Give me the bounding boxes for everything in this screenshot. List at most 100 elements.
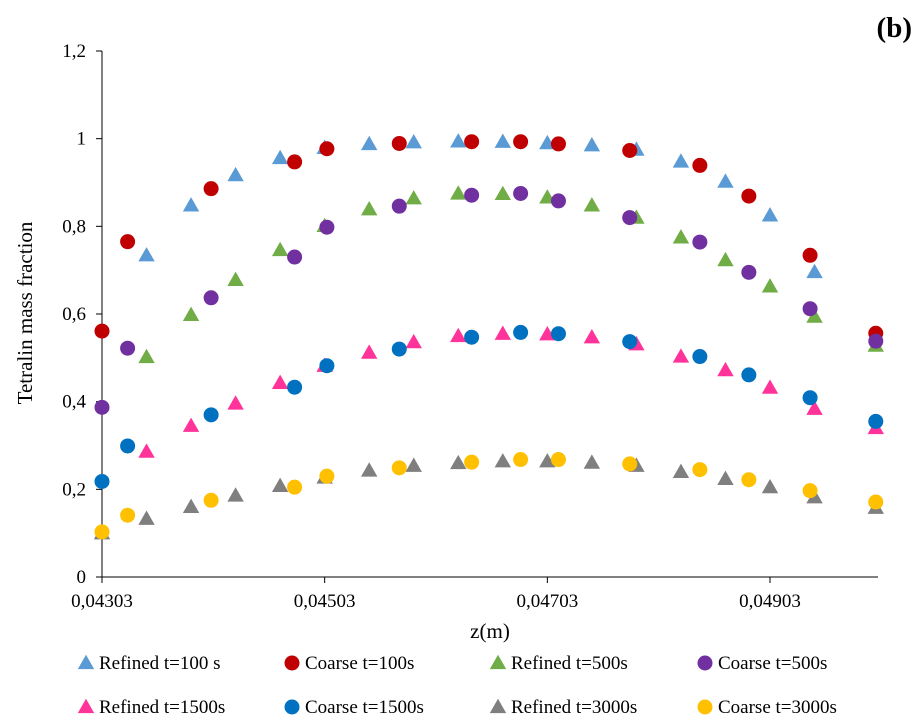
data-point <box>203 407 219 423</box>
data-point <box>761 207 779 222</box>
series-5 <box>94 324 884 489</box>
legend-marker <box>77 654 95 670</box>
data-point <box>203 181 219 197</box>
data-point <box>361 462 378 477</box>
y-tick-label: 0,6 <box>62 304 86 325</box>
data-point <box>802 247 818 263</box>
series-0 <box>138 133 823 279</box>
legend: Refined t=100 s Coarse t=100s Refined t=50… <box>77 653 837 718</box>
data-point <box>672 229 690 244</box>
data-point <box>182 498 200 514</box>
legend-entry: Coarse t=3000s <box>697 697 837 718</box>
data-point <box>717 173 734 188</box>
legend-label: Coarse t=3000s <box>718 697 837 718</box>
data-point <box>464 329 480 345</box>
data-point <box>120 507 136 523</box>
x-tick-label: 0,04703 <box>516 591 578 612</box>
data-point <box>692 349 708 365</box>
legend-entry: Coarse t=100s <box>284 653 414 674</box>
data-point <box>464 454 480 470</box>
data-point <box>672 348 690 363</box>
series-4 <box>138 325 884 458</box>
legend-label: Refined t=3000s <box>511 697 637 718</box>
legend-entry: Coarse t=500s <box>697 653 827 674</box>
data-point <box>138 443 155 458</box>
data-point <box>287 249 303 265</box>
data-point <box>319 219 335 235</box>
legend-label: Refined t=100 s <box>99 653 221 674</box>
data-point <box>513 324 529 340</box>
legend-entry: Refined t=1500s <box>77 697 225 718</box>
data-point <box>450 185 467 200</box>
legend-label: Coarse t=100s <box>305 653 414 674</box>
x-axis-title: z(m) <box>470 619 510 643</box>
data-point <box>227 271 244 286</box>
x-tick-label: 0,04903 <box>739 591 801 612</box>
data-point <box>361 201 378 216</box>
data-point <box>319 358 335 374</box>
data-point <box>550 452 566 468</box>
series-7 <box>94 452 884 540</box>
data-point <box>622 334 638 350</box>
data-point <box>182 417 200 432</box>
data-point <box>717 361 734 377</box>
data-point <box>120 438 136 454</box>
data-point <box>94 473 110 489</box>
data-point <box>741 188 757 204</box>
panel-label: (b) <box>877 12 912 44</box>
data-point <box>227 166 244 182</box>
data-point <box>802 301 818 317</box>
legend-marker <box>77 698 95 714</box>
data-point <box>692 157 708 173</box>
legend-marker <box>284 699 300 715</box>
data-point <box>271 241 289 257</box>
y-tick-label: 1,2 <box>62 41 86 62</box>
legend-marker <box>697 699 713 715</box>
data-point <box>227 487 244 502</box>
data-point <box>622 210 638 226</box>
data-point <box>271 374 289 389</box>
data-point <box>287 379 303 395</box>
data-point <box>182 306 200 322</box>
data-point <box>513 134 529 150</box>
data-point <box>494 185 512 201</box>
data-point <box>513 452 529 468</box>
data-point <box>203 492 219 508</box>
data-point <box>806 263 823 279</box>
legend-marker <box>697 655 713 671</box>
data-point <box>672 463 690 478</box>
data-point <box>450 133 467 148</box>
legend-entry: Refined t=3000s <box>489 697 637 718</box>
data-point <box>622 143 638 159</box>
data-point <box>513 185 529 201</box>
data-point <box>583 329 601 344</box>
data-point <box>138 348 155 364</box>
legend-entry: Coarse t=1500s <box>284 697 424 718</box>
data-point <box>203 290 219 306</box>
data-point <box>692 462 708 478</box>
data-point <box>271 149 289 165</box>
data-point <box>868 413 884 429</box>
data-point <box>802 390 818 406</box>
data-point <box>868 333 884 349</box>
data-point <box>464 134 480 150</box>
data-point <box>138 247 155 262</box>
legend-label: Refined t=1500s <box>99 697 225 718</box>
data-point <box>539 325 556 341</box>
data-point <box>802 483 818 499</box>
data-point <box>622 456 638 472</box>
y-tick-label: 0,2 <box>62 479 86 500</box>
data-point <box>319 468 335 484</box>
legend-entry: Refined t=100 s <box>77 653 221 674</box>
data-point <box>138 510 155 525</box>
y-tick-label: 0,4 <box>62 392 86 413</box>
data-point <box>583 454 601 469</box>
data-point <box>464 187 480 203</box>
data-point <box>361 135 378 151</box>
data-point <box>271 477 289 492</box>
data-point <box>227 395 244 410</box>
data-point <box>550 193 566 209</box>
data-point <box>287 479 303 495</box>
data-point <box>450 327 467 343</box>
data-point <box>868 494 884 510</box>
